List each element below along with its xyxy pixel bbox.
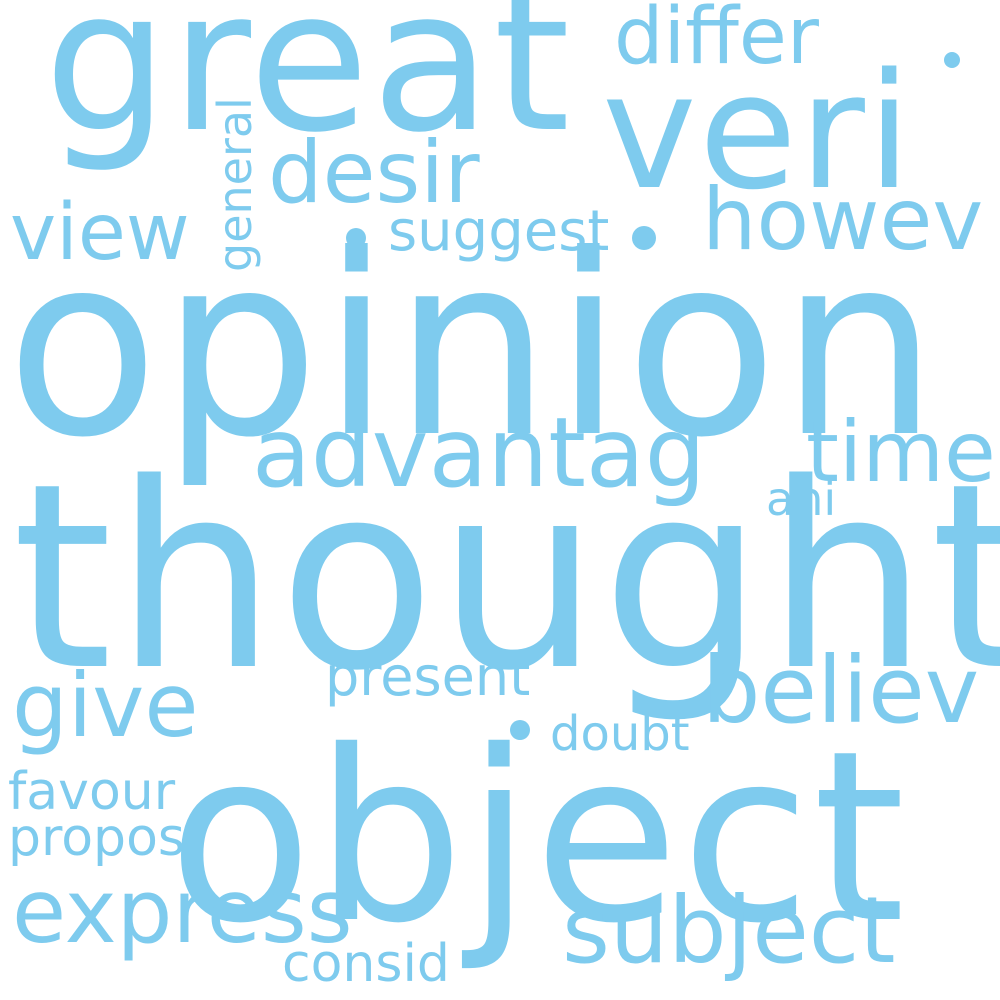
word-howev: howev bbox=[702, 170, 984, 270]
word-thought: thought bbox=[12, 429, 1000, 727]
word-great: great bbox=[44, 0, 573, 176]
word-suggest: suggest bbox=[388, 199, 610, 264]
word-doubt: doubt bbox=[550, 706, 690, 762]
dot-mark bbox=[944, 52, 960, 68]
word-differ: differ bbox=[614, 0, 819, 82]
dot-mark bbox=[632, 226, 656, 250]
word-subject: subject bbox=[562, 877, 896, 984]
word-favour: favour bbox=[8, 762, 176, 822]
word-express: express bbox=[12, 860, 353, 963]
dot-mark bbox=[510, 720, 530, 740]
word-propos: propos bbox=[8, 808, 185, 868]
word-believ: believ bbox=[702, 637, 980, 744]
dot-mark bbox=[346, 228, 366, 248]
word-veri: veri bbox=[602, 38, 914, 225]
word-ani: ani bbox=[766, 472, 837, 526]
word-present: present bbox=[325, 645, 531, 708]
word-desir: desir bbox=[268, 123, 480, 223]
word-view: view bbox=[10, 188, 190, 278]
word-time: time bbox=[806, 403, 996, 501]
word-consid: consid bbox=[282, 934, 450, 994]
word-advantag: advantag bbox=[252, 397, 706, 509]
word-object: object bbox=[168, 700, 908, 975]
word-give: give bbox=[12, 654, 199, 757]
word-opinion: opinion bbox=[6, 201, 941, 492]
